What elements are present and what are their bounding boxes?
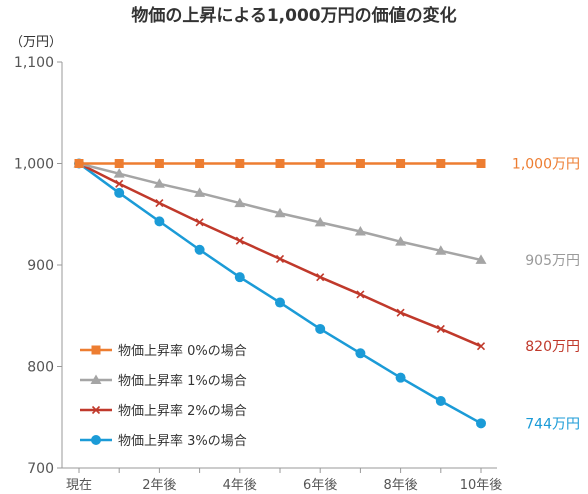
data-point <box>235 159 245 168</box>
legend-marker <box>91 435 101 445</box>
data-point <box>356 290 365 299</box>
data-point <box>153 178 165 188</box>
x-tick-label: 10年後 <box>460 478 503 493</box>
data-point <box>194 187 206 197</box>
data-point <box>154 159 164 168</box>
series-1 <box>73 158 487 264</box>
x-marker-stroke <box>195 218 204 227</box>
legend-item: 物価上昇率 3%の場合 <box>80 433 247 449</box>
data-point <box>114 187 125 198</box>
series-2 <box>74 159 486 351</box>
data-point <box>114 159 124 168</box>
x-marker-stroke <box>115 179 124 188</box>
data-point <box>235 236 244 245</box>
y-tick-label: 1,100 <box>14 55 54 71</box>
series-line <box>78 162 482 348</box>
data-point <box>436 324 445 334</box>
x-marker-stroke <box>356 290 365 299</box>
data-point <box>476 159 486 168</box>
legend-marker <box>90 374 102 384</box>
y-tick-label: 800 <box>27 360 54 376</box>
series-end-label: 905万円 <box>525 253 580 269</box>
data-point <box>275 297 285 308</box>
data-point <box>74 159 84 168</box>
x-marker-stroke <box>91 405 101 415</box>
y-tick-label: 700 <box>27 461 54 477</box>
data-point <box>154 216 165 227</box>
data-point <box>195 159 205 168</box>
legend-label: 物価上昇率 1%の場合 <box>118 373 247 389</box>
x-marker-stroke <box>316 273 325 282</box>
data-point <box>314 216 326 227</box>
data-point <box>194 244 205 255</box>
data-point <box>396 159 406 168</box>
legend-label: 物価上昇率 2%の場合 <box>118 403 247 419</box>
x-marker-stroke <box>476 342 486 351</box>
data-point <box>113 168 125 178</box>
data-point <box>395 372 406 383</box>
y-tick-label: 1,000 <box>14 157 54 173</box>
data-point <box>476 418 486 429</box>
data-point <box>195 218 204 227</box>
data-point <box>155 199 164 208</box>
x-tick-label: 現在 <box>66 478 92 493</box>
data-point <box>435 245 447 255</box>
legend-label: 物価上昇率 3%の場合 <box>118 433 247 449</box>
series-3 <box>74 158 486 429</box>
legend-marker <box>91 405 101 415</box>
end-labels: 1,000万円 905万円 820万円 744万円 <box>512 157 580 433</box>
data-point <box>354 226 366 236</box>
x-tick-label: 4年後 <box>223 478 257 493</box>
series-end-label: 744万円 <box>525 416 580 432</box>
chart-title: 物価の上昇による1,000万円の価値の変化 <box>131 5 456 26</box>
axes: 1,100 1,000 900 800 700 現在 2年後 4年後 6年後 8年後 10年後 <box>14 55 502 493</box>
data-point <box>274 207 286 218</box>
data-point <box>275 159 285 168</box>
x-marker-stroke <box>235 236 244 245</box>
legend-item: 物価上昇率 2%の場合 <box>80 403 247 419</box>
y-tick-label: 900 <box>27 258 54 274</box>
data-point <box>234 197 246 208</box>
y-axis-unit-label: （万円） <box>10 35 62 50</box>
data-point <box>436 159 446 168</box>
legend-item: 物価上昇率 0%の場合 <box>80 343 247 359</box>
data-point <box>355 348 366 359</box>
data-point <box>475 254 487 264</box>
data-point <box>275 254 285 263</box>
legend-marker <box>91 345 101 355</box>
x-marker-stroke <box>155 199 164 208</box>
data-point <box>396 308 405 317</box>
data-point <box>355 159 365 168</box>
x-marker-stroke <box>275 254 285 263</box>
x-tick-label: 2年後 <box>142 478 176 493</box>
data-point <box>315 159 325 168</box>
series-0 <box>74 159 486 168</box>
x-tick-label: 6年後 <box>303 478 337 493</box>
data-point <box>476 342 486 351</box>
data-point <box>115 179 124 188</box>
data-point <box>435 396 446 407</box>
series-end-label: 820万円 <box>525 339 580 355</box>
legend-label: 物価上昇率 0%の場合 <box>118 343 247 359</box>
data-point <box>395 236 407 246</box>
series-layer <box>73 158 487 429</box>
data-point <box>234 272 245 283</box>
x-tick-label: 8年後 <box>383 478 417 493</box>
data-point <box>315 323 326 334</box>
series-end-label: 1,000万円 <box>512 157 580 173</box>
x-marker-stroke <box>436 324 445 334</box>
x-marker-stroke <box>396 308 405 317</box>
data-point <box>316 273 325 282</box>
legend-item: 物価上昇率 1%の場合 <box>80 373 247 389</box>
